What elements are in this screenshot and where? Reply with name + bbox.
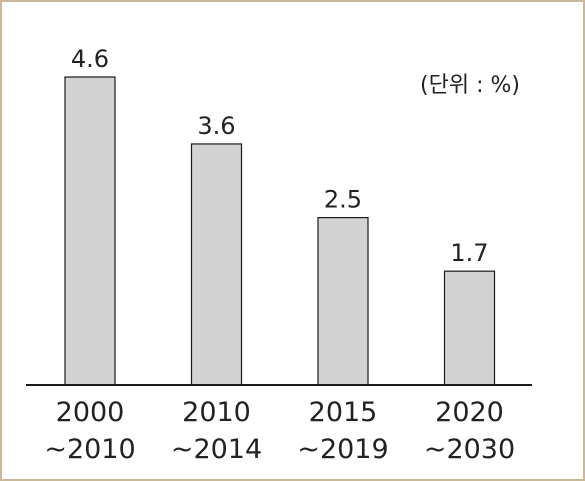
category-label-1-line-1: ~2014 [171,434,262,465]
bars-group [64,76,496,386]
bar-0 [64,76,116,386]
category-label-1-line-0: 2010 [182,397,251,428]
bar-2 [317,217,369,386]
category-label-2-line-0: 2015 [309,397,378,428]
value-label-0: 4.6 [71,45,109,73]
category-labels-group: 2000 ~2010 2010 ~2014 2015 ~2019 2020 ~2030 [44,397,515,465]
unit-note: (단위 : %) [420,73,520,98]
value-labels-group: 4.6 3.6 2.5 1.7 [71,45,489,267]
value-label-2: 2.5 [324,186,362,214]
category-label-0-line-0: 2000 [56,397,125,428]
value-label-3: 1.7 [450,239,488,267]
bar-1 [190,143,243,386]
value-label-1: 3.6 [197,112,235,140]
bar-3 [443,270,496,386]
category-label-3-line-1: ~2030 [424,434,515,465]
category-label-3-line-0: 2020 [435,397,504,428]
category-label-0-line-1: ~2010 [44,434,135,465]
category-label-2-line-1: ~2019 [297,434,388,465]
